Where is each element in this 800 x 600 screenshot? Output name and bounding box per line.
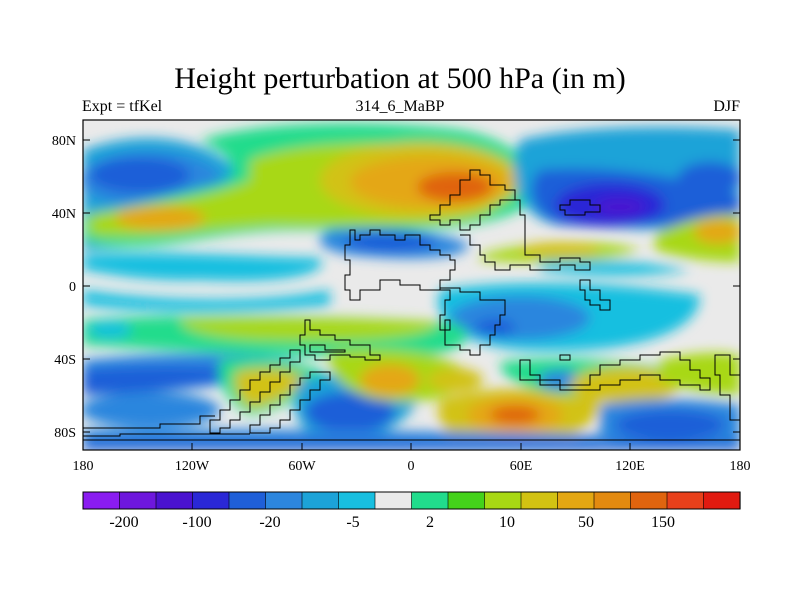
x-tick-label: 0 — [408, 459, 415, 474]
colorbar-swatch — [520, 491, 559, 510]
colorbar-label: -200 — [109, 514, 138, 531]
colorbar-swatch — [593, 491, 632, 510]
x-tick-label: 60E — [510, 459, 533, 474]
subtitle-season: DJF — [713, 98, 740, 115]
colorbar-swatch — [265, 491, 303, 510]
colorbar-label: -100 — [182, 514, 211, 531]
subtitle-period: 314_6_MaBP — [355, 98, 445, 115]
colorbar-swatch — [192, 491, 230, 510]
colorbar-label: 2 — [426, 514, 434, 531]
colorbar-label: -20 — [259, 514, 280, 531]
colorbar-label: -5 — [346, 514, 359, 531]
colorbar-label: 10 — [499, 514, 515, 531]
colorbar-swatch — [630, 491, 668, 510]
axis-ticks — [82, 139, 741, 450]
y-tick-label: 40S — [54, 353, 76, 368]
subtitle-experiment: Expt = tfKel — [82, 98, 163, 115]
x-tick-label: 120E — [615, 459, 645, 474]
colorbar-swatch — [666, 491, 705, 510]
y-tick-label: 80N — [52, 134, 76, 149]
x-tick-label: 180 — [73, 459, 94, 474]
colorbar-swatch — [411, 491, 449, 510]
contour-field — [83, 120, 740, 450]
y-tick-label: 0 — [69, 280, 76, 295]
colorbar-swatch — [447, 491, 486, 510]
colorbar-swatch — [557, 491, 595, 510]
colorbar-swatch — [119, 491, 157, 510]
plot-title: Height perturbation at 500 hPa (in m) — [174, 62, 626, 95]
colorbar-swatch — [484, 491, 522, 510]
x-tick-label: 60W — [288, 459, 316, 474]
y-tick-label: 80S — [54, 426, 76, 441]
colorbar-swatch — [301, 491, 340, 510]
y-tick-label: 40N — [52, 207, 76, 222]
coastline-outlines — [83, 169, 740, 441]
colorbar-label: 50 — [578, 514, 594, 531]
colorbar-swatch — [374, 491, 413, 510]
colorbar-frame — [82, 491, 741, 510]
colorbar-swatch — [228, 491, 267, 510]
x-tick-label: 120W — [175, 459, 210, 474]
colorbar-swatch — [703, 491, 741, 510]
colorbar-label: 150 — [651, 514, 675, 531]
x-tick-label: 180 — [730, 459, 751, 474]
colorbar-swatch — [155, 491, 194, 510]
colorbar-swatch — [338, 491, 376, 510]
colorbar — [82, 491, 741, 510]
colorbar-swatch — [82, 491, 121, 510]
